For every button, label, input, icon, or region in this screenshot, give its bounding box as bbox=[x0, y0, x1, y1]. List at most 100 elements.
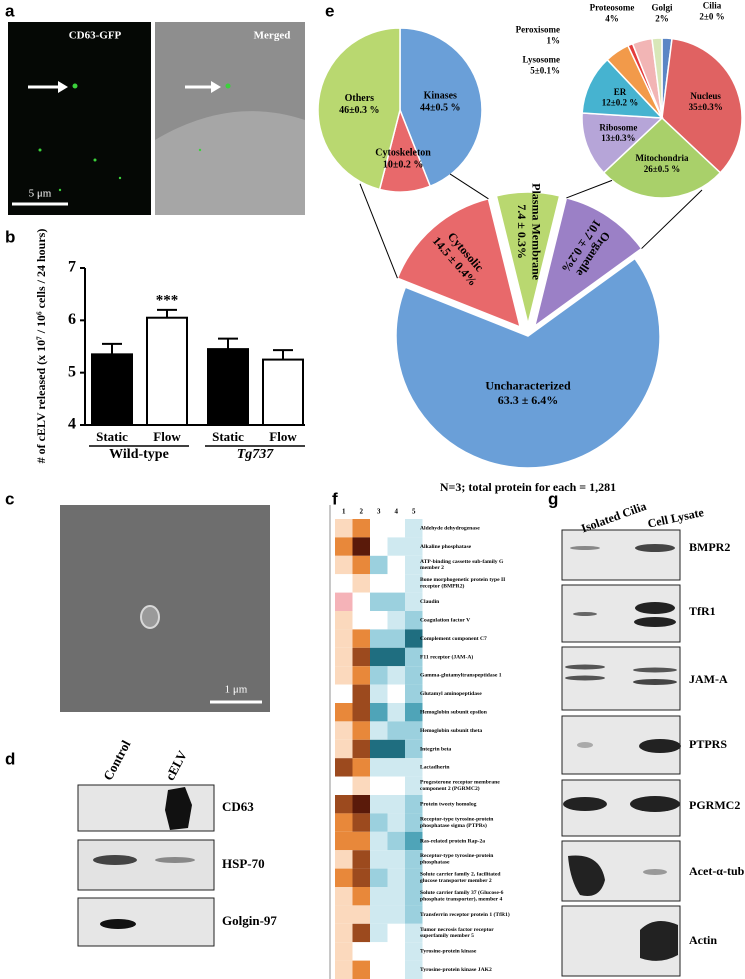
heatmap-cell bbox=[353, 869, 371, 887]
pie-label-name: Cilia bbox=[703, 1, 722, 11]
pie-label-value: 7.4 ± 0.3% bbox=[515, 204, 529, 259]
row-label: BMPR2 bbox=[689, 540, 730, 554]
heatmap-cell bbox=[370, 685, 388, 703]
row-label: HSP-70 bbox=[222, 856, 265, 871]
heatmap-cell bbox=[370, 777, 388, 795]
pie-label-value: 46±0.3 % bbox=[339, 105, 380, 116]
heatmap-cell bbox=[388, 666, 406, 684]
panel-label: f bbox=[332, 489, 338, 508]
heatmap-cell bbox=[388, 777, 406, 795]
heatmap-cell bbox=[353, 648, 371, 666]
y-tick-label: 5 bbox=[68, 363, 76, 380]
pie-label-name: Plasma Membrane bbox=[529, 183, 543, 281]
heatmap-cell bbox=[388, 795, 406, 813]
pie-label-name: Peroxisome bbox=[516, 25, 560, 35]
blot bbox=[78, 898, 214, 946]
row-label: Progesterone receptor membrane component… bbox=[420, 780, 501, 792]
row-label: JAM-A bbox=[689, 672, 728, 686]
row-label-line: glucose transporter member 2 bbox=[420, 878, 492, 884]
footnote: N=3; total protein for each = 1,281 bbox=[440, 480, 616, 494]
heatmap-cell bbox=[353, 685, 371, 703]
row-label: Acet-α-tub bbox=[689, 864, 745, 878]
row-label: ATP-binding cassette sub-family G member… bbox=[420, 559, 505, 571]
pie-label-name: Others bbox=[345, 93, 375, 104]
x-tick-label: Flow bbox=[153, 429, 181, 444]
heatmap-cell bbox=[370, 666, 388, 684]
heatmap-cell bbox=[353, 905, 371, 923]
row-label: CD63 bbox=[222, 799, 254, 814]
row-label: Glutamyl aminopeptidase bbox=[420, 691, 482, 697]
image-label: Merged bbox=[254, 30, 291, 42]
heatmap-cell bbox=[388, 924, 406, 942]
heatmap-cell bbox=[370, 611, 388, 629]
row-label: PTPRS bbox=[689, 737, 727, 751]
y-tick-label: 4 bbox=[68, 416, 76, 433]
row-label-line: Solute carrier family 37 (Glucose-6 bbox=[420, 889, 505, 896]
heatmap-cell bbox=[370, 961, 388, 979]
heatmap-cell bbox=[370, 795, 388, 813]
pie-label: Golgi2% bbox=[651, 3, 673, 24]
panel-label: c bbox=[5, 489, 14, 508]
heatmap-cell bbox=[388, 537, 406, 555]
panel-label: d bbox=[5, 749, 15, 768]
heatmap-cell bbox=[353, 887, 371, 905]
heatmap-cell bbox=[353, 574, 371, 592]
row-label: Aldehyde dehydrogenase bbox=[420, 525, 480, 531]
heatmap-cell bbox=[370, 593, 388, 611]
column-label: Control bbox=[100, 737, 134, 782]
pie-label: Lysosome5±0.1% bbox=[522, 55, 560, 76]
heatmap-cell bbox=[353, 813, 371, 831]
column-label: 5 bbox=[412, 508, 416, 516]
group-label: Wild-type bbox=[109, 447, 169, 462]
heatmap-cell bbox=[353, 777, 371, 795]
heatmap-cell bbox=[388, 519, 406, 537]
heatmap-cell bbox=[335, 666, 353, 684]
heatmap-cell bbox=[353, 832, 371, 850]
heatmap-cell bbox=[335, 813, 353, 831]
pie-label-value: 63.3 ± 6.4% bbox=[498, 393, 559, 407]
heatmap-cell bbox=[353, 537, 371, 555]
row-label: Solute carrier family 37 (Glucose-6 phos… bbox=[420, 889, 505, 902]
bar bbox=[147, 318, 187, 425]
pie-label-value: 26±0.5 % bbox=[644, 164, 680, 174]
heatmap-cell bbox=[370, 519, 388, 537]
y-tick-label: 7 bbox=[68, 259, 76, 276]
heatmap-cell bbox=[353, 758, 371, 776]
error-bar bbox=[218, 339, 238, 349]
heatmap-cell bbox=[353, 666, 371, 684]
heatmap-cell bbox=[335, 648, 353, 666]
group-label: Tg737 bbox=[237, 447, 275, 462]
connector bbox=[360, 184, 397, 278]
heatmap-cell bbox=[370, 924, 388, 942]
pie-label-value: 44±0.5 % bbox=[420, 103, 461, 114]
pie-label-value: 12±0.2 % bbox=[602, 98, 638, 108]
heatmap-cell bbox=[335, 924, 353, 942]
pie-label: Peroxisome1% bbox=[516, 25, 560, 46]
significance-label: *** bbox=[156, 292, 179, 308]
column-label: 4 bbox=[395, 508, 399, 516]
heatmap-cell bbox=[353, 629, 371, 647]
heatmap-cell bbox=[388, 574, 406, 592]
heatmap-cell bbox=[353, 593, 371, 611]
heatmap-cell bbox=[370, 648, 388, 666]
row-label: Lactadherin bbox=[420, 765, 450, 771]
pie-label-name: Golgi bbox=[651, 3, 673, 13]
heatmap-cell bbox=[388, 740, 406, 758]
sem-image bbox=[60, 505, 270, 712]
row-label-line: member 2 bbox=[420, 565, 444, 571]
row-label-line: phosphate transporter), member 4 bbox=[420, 896, 502, 903]
row-label: Receptor-type tyrosine-protein phosphata… bbox=[420, 817, 495, 829]
heatmap-cell bbox=[388, 685, 406, 703]
row-label: Hemoglobin subunit epsilon bbox=[420, 709, 488, 715]
heatmap-cell bbox=[370, 537, 388, 555]
pie-label: Proteosome4% bbox=[590, 3, 635, 24]
heatmap-cell bbox=[335, 869, 353, 887]
row-label-line: Receptor-type tyrosine-protein bbox=[420, 817, 495, 823]
cilia-vesicle bbox=[141, 606, 159, 628]
error-bar bbox=[273, 350, 293, 359]
heatmap-cell bbox=[370, 629, 388, 647]
column-label: Cell Lysate bbox=[646, 505, 705, 531]
column-label: 2 bbox=[360, 508, 364, 516]
row-label-line: superfamily member 5 bbox=[420, 933, 474, 939]
